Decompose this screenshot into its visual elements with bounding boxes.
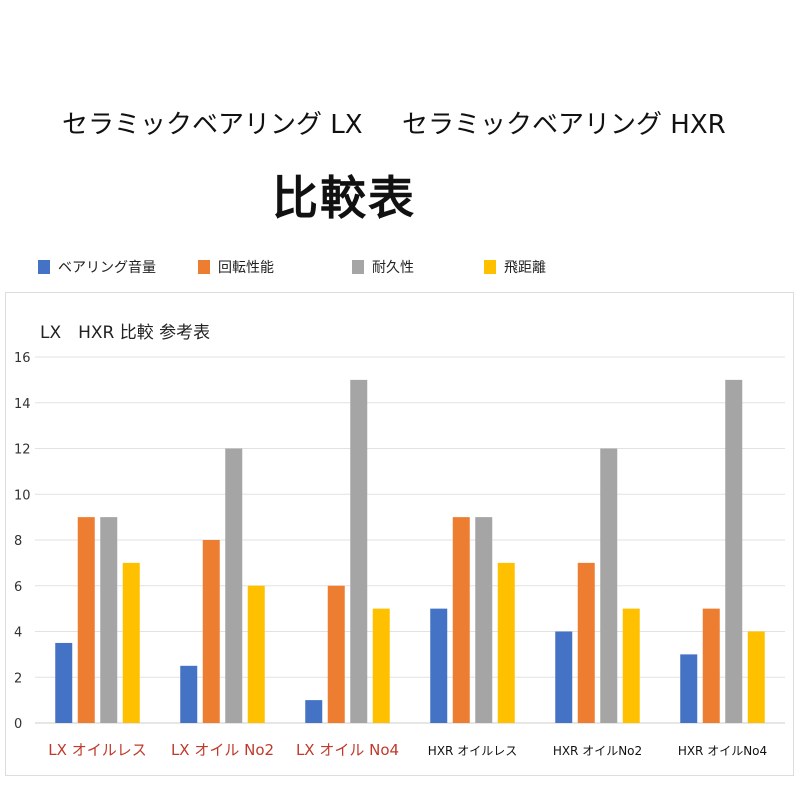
x-tick-label: HXR オイルNo4 bbox=[678, 744, 767, 758]
y-tick-label: 14 bbox=[14, 397, 31, 412]
bar bbox=[497, 562, 515, 723]
x-tick-label: LX オイルレス bbox=[48, 741, 146, 759]
legend-swatch bbox=[198, 260, 210, 274]
x-tick-label: LX オイル No4 bbox=[296, 741, 399, 759]
legend-item: 耐久性 bbox=[352, 257, 414, 277]
bar bbox=[555, 631, 573, 723]
bar bbox=[430, 608, 448, 723]
bar bbox=[475, 517, 493, 723]
bar bbox=[55, 642, 73, 723]
bar bbox=[100, 517, 118, 723]
legend-swatch bbox=[352, 260, 364, 274]
bar bbox=[600, 448, 618, 723]
legend-item: 飛距離 bbox=[484, 257, 546, 277]
bar bbox=[702, 608, 720, 723]
legend-item: 回転性能 bbox=[198, 257, 274, 277]
legend-swatch bbox=[484, 260, 496, 274]
bar bbox=[622, 608, 640, 723]
chart-title: LX HXR 比較 参考表 bbox=[40, 323, 211, 343]
bar bbox=[577, 562, 595, 723]
legend-label: ベアリング音量 bbox=[58, 260, 156, 276]
y-tick-label: 10 bbox=[14, 488, 31, 503]
y-tick-label: 8 bbox=[14, 534, 22, 549]
y-tick-label: 12 bbox=[14, 443, 31, 458]
bar bbox=[452, 517, 470, 723]
main-title: 比較表 bbox=[272, 171, 416, 225]
y-tick-label: 6 bbox=[14, 580, 22, 595]
bar bbox=[327, 585, 345, 723]
y-tick-label: 2 bbox=[14, 671, 22, 686]
bar bbox=[180, 665, 198, 723]
legend-label: 回転性能 bbox=[218, 260, 274, 276]
chart-area bbox=[5, 292, 794, 776]
bar bbox=[350, 379, 368, 723]
y-tick-label: 4 bbox=[14, 626, 22, 641]
legend-item: ベアリング音量 bbox=[38, 257, 156, 277]
legend-label: 飛距離 bbox=[504, 260, 546, 276]
bar bbox=[747, 631, 765, 723]
y-tick-label: 0 bbox=[14, 717, 22, 732]
bar bbox=[305, 700, 323, 723]
y-tick-label: 16 bbox=[14, 351, 31, 366]
bar bbox=[202, 540, 220, 723]
x-tick-label: HXR オイルNo2 bbox=[553, 744, 642, 758]
title-lx: セラミックベアリング LX bbox=[62, 110, 363, 140]
bar bbox=[725, 379, 743, 723]
legend-label: 耐久性 bbox=[372, 260, 414, 276]
bar bbox=[680, 654, 698, 723]
bar bbox=[372, 608, 390, 723]
x-tick-label: LX オイル No2 bbox=[171, 741, 274, 759]
x-tick-label: HXR オイルレス bbox=[428, 744, 517, 758]
bar bbox=[77, 517, 95, 723]
bar bbox=[122, 562, 140, 723]
bar bbox=[247, 585, 265, 723]
bar bbox=[225, 448, 243, 723]
legend-swatch bbox=[38, 260, 50, 274]
title-hxr: セラミックベアリング HXR bbox=[402, 110, 726, 140]
